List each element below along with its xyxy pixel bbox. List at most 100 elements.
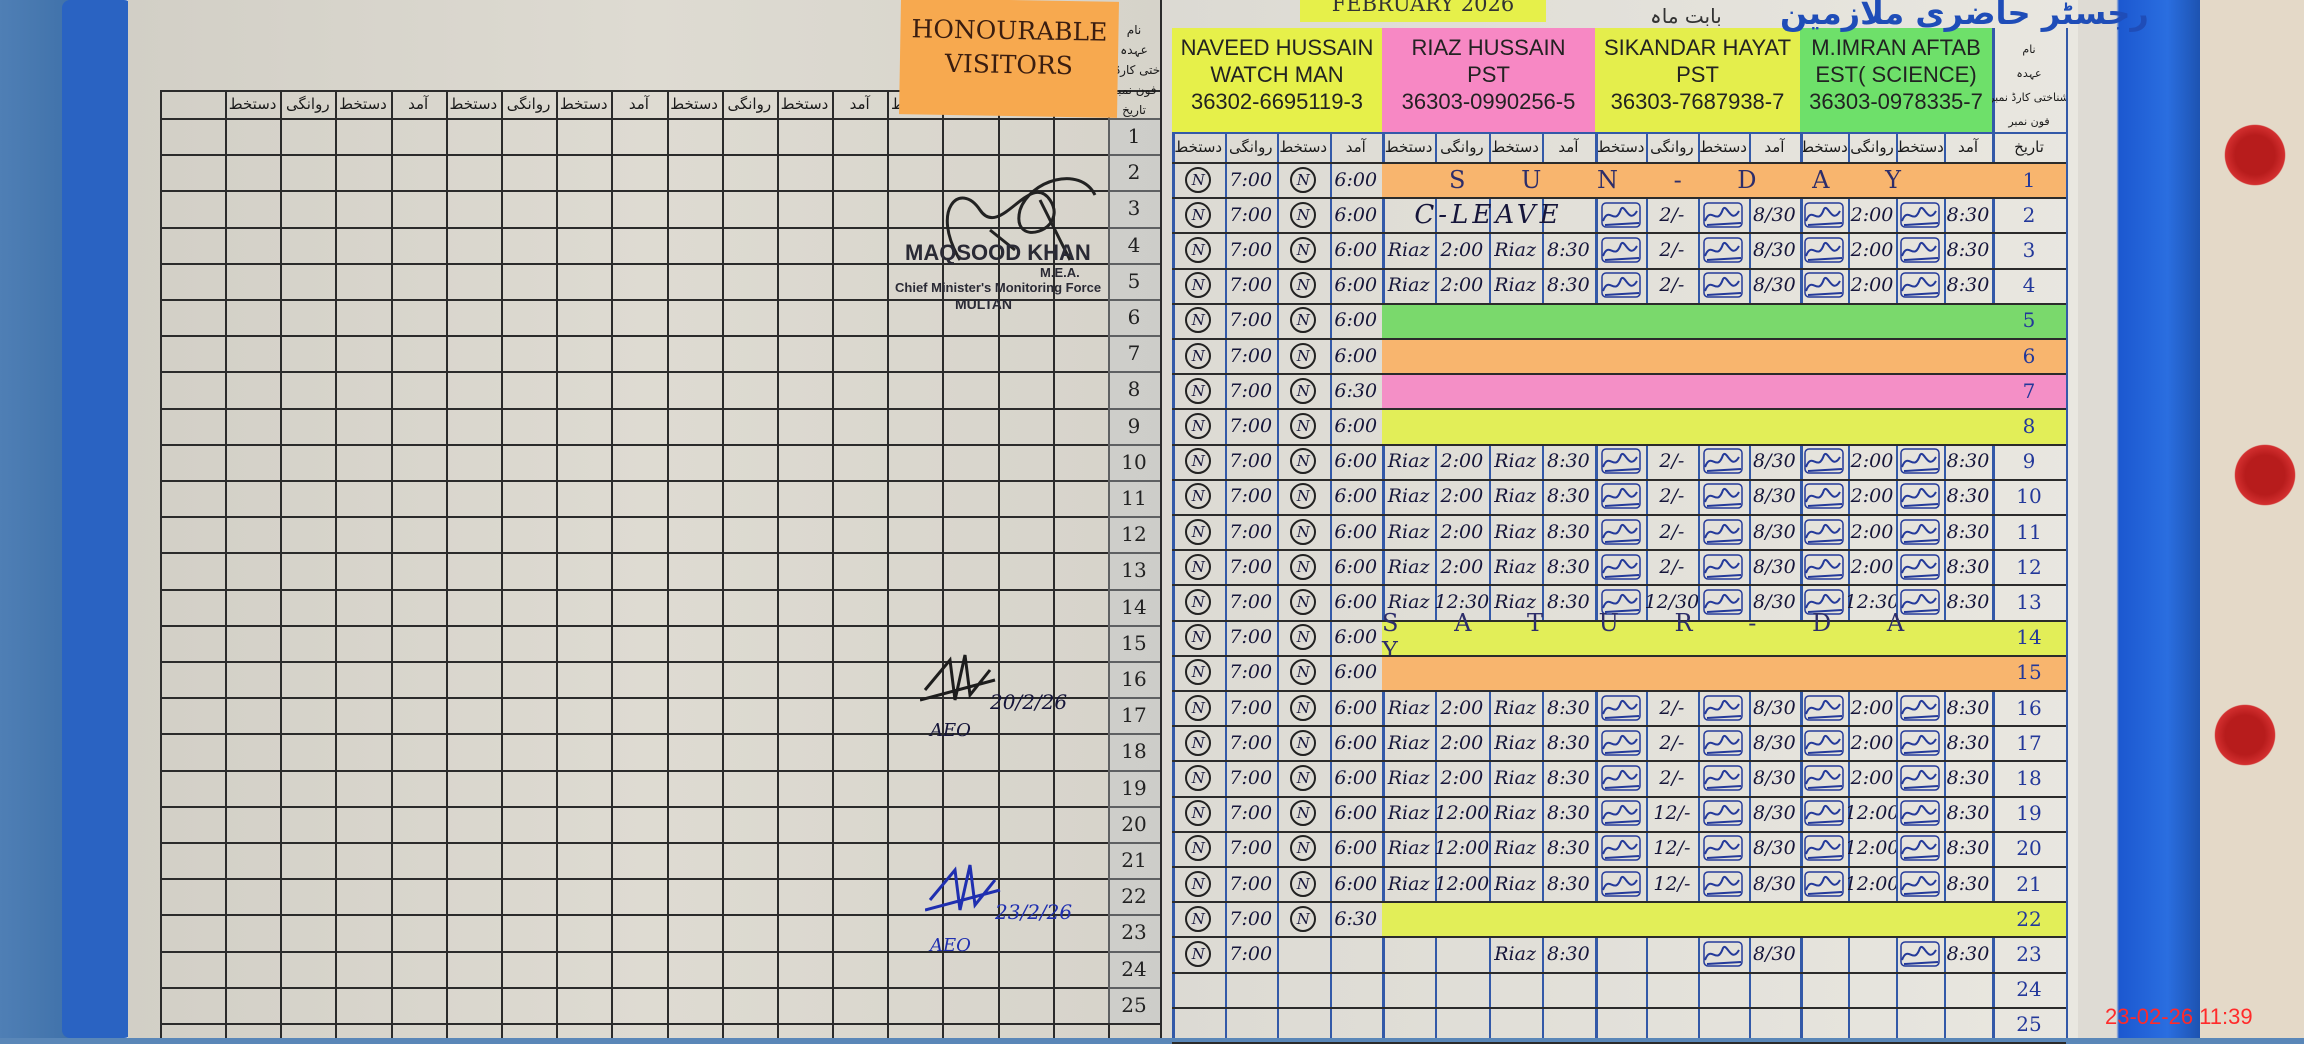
attendance-cell: 7:00 [1229, 379, 1273, 402]
visitor-column-header: آمد [408, 95, 429, 113]
signature-scribble-icon [1900, 589, 1940, 615]
signature-scribble-icon [1703, 835, 1743, 862]
staff-column-header: دستخط [1279, 138, 1328, 156]
attendance-cell: 8:30 [1946, 203, 1990, 226]
attendance-cell: Riaz [1494, 485, 1536, 508]
visitor-column-header: دستخط [670, 95, 718, 113]
grid-line [1992, 28, 1995, 1038]
register-month: FEBRUARY 2026 [1300, 0, 1546, 22]
attendance-date-cell: 1 [2022, 167, 2036, 192]
grid-line [1172, 584, 2066, 587]
month-label: بابت ماہ [1650, 4, 1722, 28]
initial-signature-cell: N [1277, 690, 1330, 725]
stamp-city: MULTAN [955, 296, 1013, 312]
attendance-cell: 6:00 [1334, 450, 1378, 473]
signature-scribble-icon [1900, 835, 1940, 862]
initial-signature-cell: N [1172, 303, 1225, 338]
initial-signature: N [1185, 694, 1212, 721]
initial-signature-cell: N [1277, 303, 1330, 338]
initial-signature-cell: N [1277, 655, 1330, 690]
initial-signature-cell: N [1277, 373, 1330, 408]
grid-line [1172, 1006, 2066, 1009]
initial-signature: N [1290, 342, 1317, 369]
attendance-cell: 6:00 [1334, 766, 1378, 789]
attendance-cell: 2:00 [1850, 696, 1894, 719]
attendance-cell: 2:00 [1850, 238, 1894, 261]
signature-scribble-icon [1703, 554, 1743, 580]
signature-cell [1595, 479, 1646, 514]
signature-cell [1595, 444, 1646, 479]
initial-signature-cell: N [1172, 936, 1225, 971]
grid-line [1172, 443, 2066, 446]
highlight-band-orange [1382, 654, 2066, 690]
visitor-date-cell: 24 [1108, 950, 1160, 987]
grid-line [160, 299, 1160, 301]
signature-scribble-icon [1600, 800, 1641, 826]
attendance-cell: 8:30 [1946, 802, 1990, 825]
initial-signature-cell: N [1172, 514, 1225, 549]
signature-scribble-icon [1600, 554, 1641, 580]
grid-line [1172, 619, 2066, 622]
signature-scribble-icon [1703, 941, 1743, 967]
grid-line [160, 842, 1160, 844]
staff-column-header: روانگی [1228, 138, 1273, 156]
visitor-date-cell: 15 [1108, 624, 1160, 661]
staff-designation: EST( SCIENCE) [1815, 62, 1977, 87]
attendance-cell: 7:00 [1229, 414, 1273, 437]
attendance-cell: 8/30 [1753, 274, 1796, 297]
initial-signature: N [1290, 272, 1317, 299]
attendance-cell: 6:00 [1334, 274, 1378, 297]
initial-signature-cell: N [1277, 197, 1330, 232]
attendance-cell: 2:00 [1440, 450, 1484, 473]
visitor-date-cell: 13 [1108, 552, 1160, 589]
attendance-cell: 8/30 [1753, 942, 1796, 965]
grid-line [160, 516, 1160, 519]
visitor-signature-stamp: MAQSOOD KHAN M.E.A. Chief Minister's Mon… [895, 170, 1110, 330]
staff-column-header: آمد [1764, 138, 1785, 156]
visitor-label-0: نام [1126, 23, 1142, 37]
attendance-cell: 7:00 [1229, 872, 1273, 895]
signature-cell [1896, 514, 1944, 549]
attendance-cell: Riaz [1387, 696, 1430, 719]
grid-line [1172, 197, 2066, 200]
visitor-column-header: دستخط [228, 95, 277, 113]
initial-signature: N [1290, 624, 1317, 651]
visitor-entry-2: 23/2/26 AEO [915, 860, 1115, 980]
staff-column-header: روانگی [1650, 138, 1694, 156]
staff-column-header: روانگی [1850, 138, 1894, 156]
attendance-date-cell: 15 [2016, 660, 2042, 685]
visitor-label-3: فون نمبر [1111, 83, 1157, 97]
staff-column-header: روانگی [1440, 138, 1484, 156]
initial-signature-cell: N [1172, 690, 1225, 725]
initial-signature: N [1185, 870, 1212, 897]
visitor-date-cell: 21 [1108, 842, 1160, 879]
attendance-cell: 12:00 [1848, 802, 1896, 825]
initial-signature-cell: N [1277, 232, 1330, 267]
attendance-cell: 2:00 [1850, 203, 1894, 226]
initial-signature-cell: N [1277, 549, 1330, 584]
visitor-date-cell: 23 [1108, 914, 1160, 951]
grid-line [160, 371, 1160, 374]
attendance-cell: Riaz [1387, 450, 1430, 473]
grid-line [942, 90, 945, 1038]
initial-signature-cell: N [1172, 831, 1225, 866]
attendance-cell: 7:00 [1229, 837, 1273, 860]
initial-signature-cell: N [1172, 796, 1225, 831]
attendance-date-cell: 25 [2016, 1012, 2042, 1037]
initial-signature-cell: N [1277, 338, 1330, 373]
signature-scribble-icon [1900, 237, 1940, 263]
grid-line [160, 480, 1160, 482]
attendance-cell: 7:00 [1229, 520, 1273, 543]
attendance-cell: 8/30 [1753, 837, 1796, 860]
attendance-cell: 6:00 [1334, 661, 1378, 684]
attendance-cell: 2/- [1659, 696, 1685, 719]
grid-line [832, 90, 835, 1038]
visitor-date-cell: 22 [1108, 878, 1160, 915]
attendance-cell: 2/- [1659, 555, 1685, 578]
attendance-cell: Riaz [1494, 766, 1536, 789]
attendance-cell: 2/- [1659, 485, 1685, 508]
staff-label-1: عہدہ [2016, 66, 2042, 80]
attendance-cell: 12:00 [1848, 837, 1896, 860]
visitor-date-cell: 8 [1108, 371, 1160, 408]
initial-signature: N [1185, 940, 1212, 967]
